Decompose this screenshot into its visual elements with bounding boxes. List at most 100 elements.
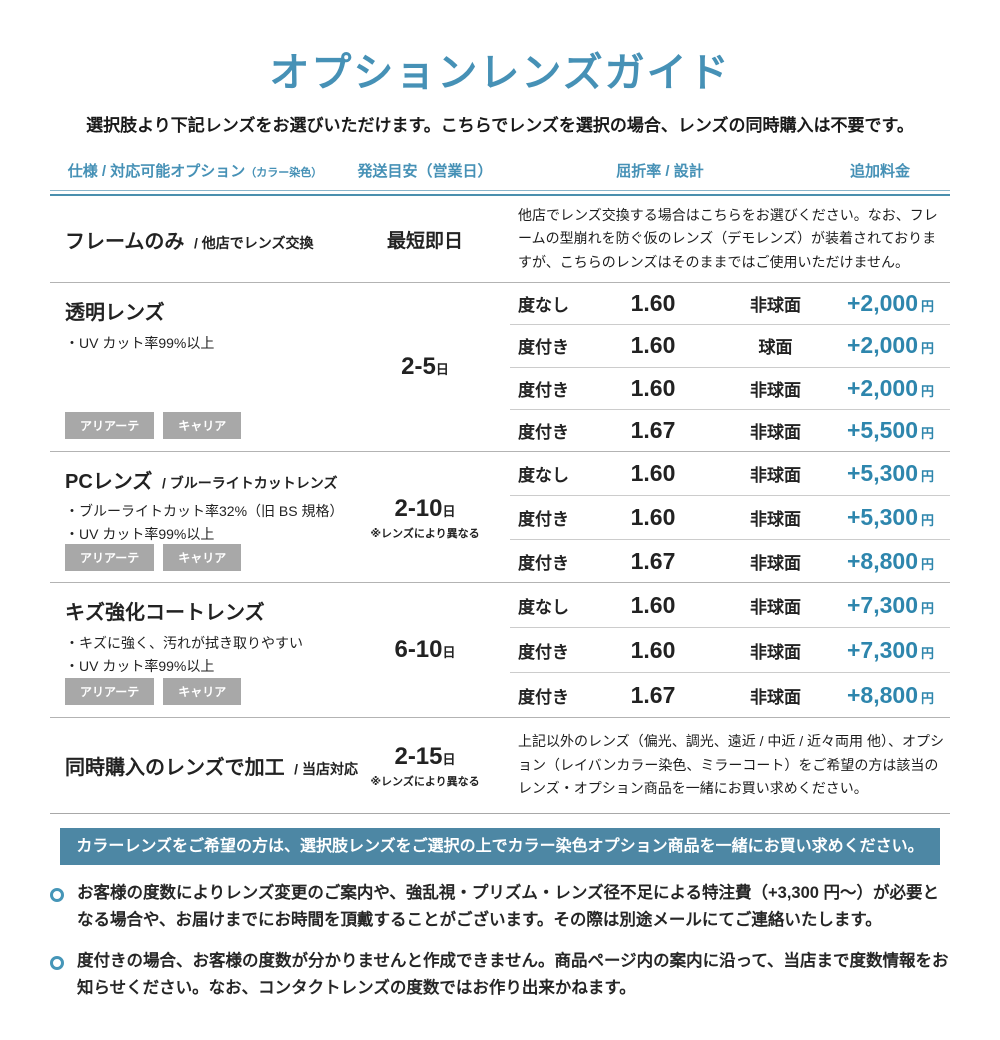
column-header-spec: 仕様 / 対応可能オプション（カラー染色） [67, 163, 323, 180]
shipping-estimate: 2-5日 [401, 353, 449, 380]
lens-option-row: 度付き 1.60 非球面 +7,300 円 [510, 628, 950, 673]
feature-item: ・UV カット率99%以上 [65, 526, 215, 542]
section-name-suffix: / ブルーライトカットレンズ [161, 475, 338, 491]
circle-bullet-icon [50, 888, 64, 902]
power-type: 度付き [518, 422, 569, 442]
refractive-index: 1.60 [630, 636, 676, 663]
shipping-estimate: 2-10日 ※レンズにより異なる [370, 494, 480, 540]
lens-design: 非球面 [750, 422, 801, 442]
shipping-note: ※レンズにより異なる [370, 527, 480, 540]
lens-option-rows: 度なし 1.60 非球面 +2,000 円 度付き 1.60 球面 +2,000 円… [510, 283, 950, 451]
lens-option-row: 度付き 1.60 非球面 +5,300 円 [510, 496, 950, 540]
additional-price: +8,800 円 [847, 548, 935, 574]
section-frame-only-spec: フレームのみ / 他店でレンズ交換 [50, 196, 340, 282]
lens-design: 非球面 [750, 296, 801, 316]
brand-tag: キャリア [163, 678, 242, 705]
section-note: 上記以外のレンズ（偏光、調光、遠近 / 中近 / 近々両用 他）、オプション（レ… [518, 733, 944, 797]
footnote-text: お客様の度数によりレンズ変更のご案内や、強乱視・プリズム・レンズ径不足による特注… [77, 884, 940, 929]
section-simultaneous-spec: 同時購入のレンズで加工 / 当店対応 [50, 718, 358, 813]
feature-item: ・UV カット率99%以上 [65, 335, 215, 351]
page-subtitle: 選択肢より下記レンズをお選びいただけます。こちらでレンズを選択の場合、レンズの同… [86, 116, 914, 135]
feature-item: ・UV カット率99%以上 [65, 658, 215, 674]
brand-tag: キャリア [163, 544, 242, 571]
lens-design: 非球面 [750, 597, 801, 617]
brand-tag: アリアーテ [65, 544, 155, 571]
power-type: 度付き [518, 554, 569, 573]
lens-design: 非球面 [750, 380, 801, 400]
refractive-index: 1.60 [630, 460, 676, 486]
power-type: 度なし [518, 466, 569, 485]
section-scratch-coat-lens: キズ強化コートレンズ ・キズに強く、汚れが拭き取りやすい ・UV カット率99%… [50, 583, 950, 718]
section-clear-lens: 透明レンズ ・UV カット率99%以上 アリアーテ キャリア 2-5日 度なし … [50, 283, 950, 452]
additional-price: +8,800 円 [847, 681, 935, 708]
lens-option-rows: 度なし 1.60 非球面 +5,300 円 度付き 1.60 非球面 +5,300… [510, 452, 950, 583]
table-column-headers: 仕様 / 対応可能オプション（カラー染色） 発送目安（営業日） 屈折率 / 設計… [50, 160, 950, 181]
additional-price: +5,500 円 [847, 416, 935, 443]
refractive-index: 1.60 [630, 504, 676, 530]
section-name: 透明レンズ [65, 302, 165, 324]
lens-design: 非球面 [750, 554, 801, 573]
brand-tags: アリアーテ キャリア [65, 678, 340, 705]
lens-option-row: 度なし 1.60 非球面 +2,000 円 [510, 283, 950, 326]
lens-design: 非球面 [750, 642, 801, 662]
brand-tags: アリアーテ キャリア [65, 412, 340, 439]
option-lens-guide-page: オプションレンズガイド 選択肢より下記レンズをお選びいただけます。こちらでレンズ… [0, 40, 1000, 1002]
power-type: 度なし [518, 597, 569, 617]
lens-option-row: 度付き 1.60 球面 +2,000 円 [510, 325, 950, 368]
shipping-estimate: 2-15日 ※レンズにより異なる [370, 742, 480, 788]
lens-design: 非球面 [750, 466, 801, 485]
additional-price: +7,300 円 [847, 591, 935, 618]
feature-item: ・キズに強く、汚れが拭き取りやすい [65, 635, 303, 651]
lens-option-row: 度付き 1.67 非球面 +8,800 円 [510, 673, 950, 717]
section-scratch-coat-spec: キズ強化コートレンズ ・キズに強く、汚れが拭き取りやすい ・UV カット率99%… [50, 583, 340, 717]
section-name: キズ強化コートレンズ [65, 602, 265, 624]
section-name: フレームのみ [65, 230, 185, 253]
column-header-shipping: 発送目安（営業日） [357, 163, 493, 180]
column-header-index-design: 屈折率 / 設計 [616, 163, 704, 180]
power-type: 度付き [518, 687, 569, 707]
feature-item: ・ブルーライトカット率32%（旧 BS 規格） [65, 503, 344, 519]
brand-tag: アリアーテ [65, 412, 155, 439]
section-frame-only: フレームのみ / 他店でレンズ交換 最短即日 他店でレンズ交換する場合はこちらを… [50, 196, 950, 283]
footnotes: お客様の度数によりレンズ変更のご案内や、強乱視・プリズム・レンズ径不足による特注… [50, 880, 950, 1002]
additional-price: +5,300 円 [847, 504, 935, 530]
refractive-index: 1.67 [630, 681, 676, 708]
section-name-suffix: / 当店対応 [294, 761, 358, 777]
shipping-estimate: 最短即日 [386, 230, 463, 252]
lens-design: 球面 [758, 338, 793, 358]
lens-option-row: 度付き 1.67 非球面 +8,800 円 [510, 540, 950, 583]
additional-price: +2,000 円 [847, 374, 935, 401]
header-double-rule [50, 190, 950, 196]
refractive-index: 1.60 [630, 332, 676, 359]
lens-design: 非球面 [750, 687, 801, 707]
page-title: オプションレンズガイド [269, 51, 731, 95]
power-type: 度付き [518, 510, 569, 529]
power-type: 度付き [518, 642, 569, 662]
section-note: 他店でレンズ交換する場合はこちらをお選びください。なお、フレームの型崩れを防ぐ仮… [518, 206, 938, 270]
footnote: 度付きの場合、お客様の度数が分かりませんと作成できません。商品ページ内の案内に沿… [50, 948, 950, 1001]
lens-option-row: 度付き 1.60 非球面 +2,000 円 [510, 368, 950, 410]
power-type: 度付き [518, 338, 569, 358]
refractive-index: 1.67 [630, 548, 676, 574]
brand-tag: アリアーテ [65, 678, 155, 705]
power-type: 度付き [518, 380, 569, 400]
footnote-text: 度付きの場合、お客様の度数が分かりませんと作成できません。商品ページ内の案内に沿… [77, 952, 949, 998]
brand-tags: アリアーテ キャリア [65, 544, 340, 571]
lens-option-rows: 度なし 1.60 非球面 +7,300 円 度付き 1.60 非球面 +7,300… [510, 583, 950, 717]
refractive-index: 1.60 [630, 374, 676, 401]
section-pc-lens-spec: PCレンズ / ブルーライトカットレンズ ・ブルーライトカット率32%（旧 BS… [50, 452, 344, 583]
section-pc-lens: PCレンズ / ブルーライトカットレンズ ・ブルーライトカット率32%（旧 BS… [50, 452, 950, 583]
additional-price: +7,300 円 [847, 636, 935, 663]
lens-option-row: 度なし 1.60 非球面 +7,300 円 [510, 583, 950, 628]
power-type: 度なし [518, 296, 569, 316]
shipping-note: ※レンズにより異なる [370, 775, 480, 788]
section-name: 同時購入のレンズで加工 [65, 757, 285, 779]
footnote: お客様の度数によりレンズ変更のご案内や、強乱視・プリズム・レンズ径不足による特注… [50, 880, 950, 933]
additional-price: +5,300 円 [847, 460, 935, 486]
brand-tag: キャリア [163, 412, 242, 439]
section-simultaneous-purchase: 同時購入のレンズで加工 / 当店対応 2-15日 ※レンズにより異なる 上記以外… [50, 718, 950, 814]
lens-option-row: 度付き 1.67 非球面 +5,500 円 [510, 410, 950, 451]
circle-bullet-icon [50, 956, 64, 971]
section-name: PCレンズ [65, 471, 153, 493]
additional-price: +2,000 円 [847, 290, 935, 317]
